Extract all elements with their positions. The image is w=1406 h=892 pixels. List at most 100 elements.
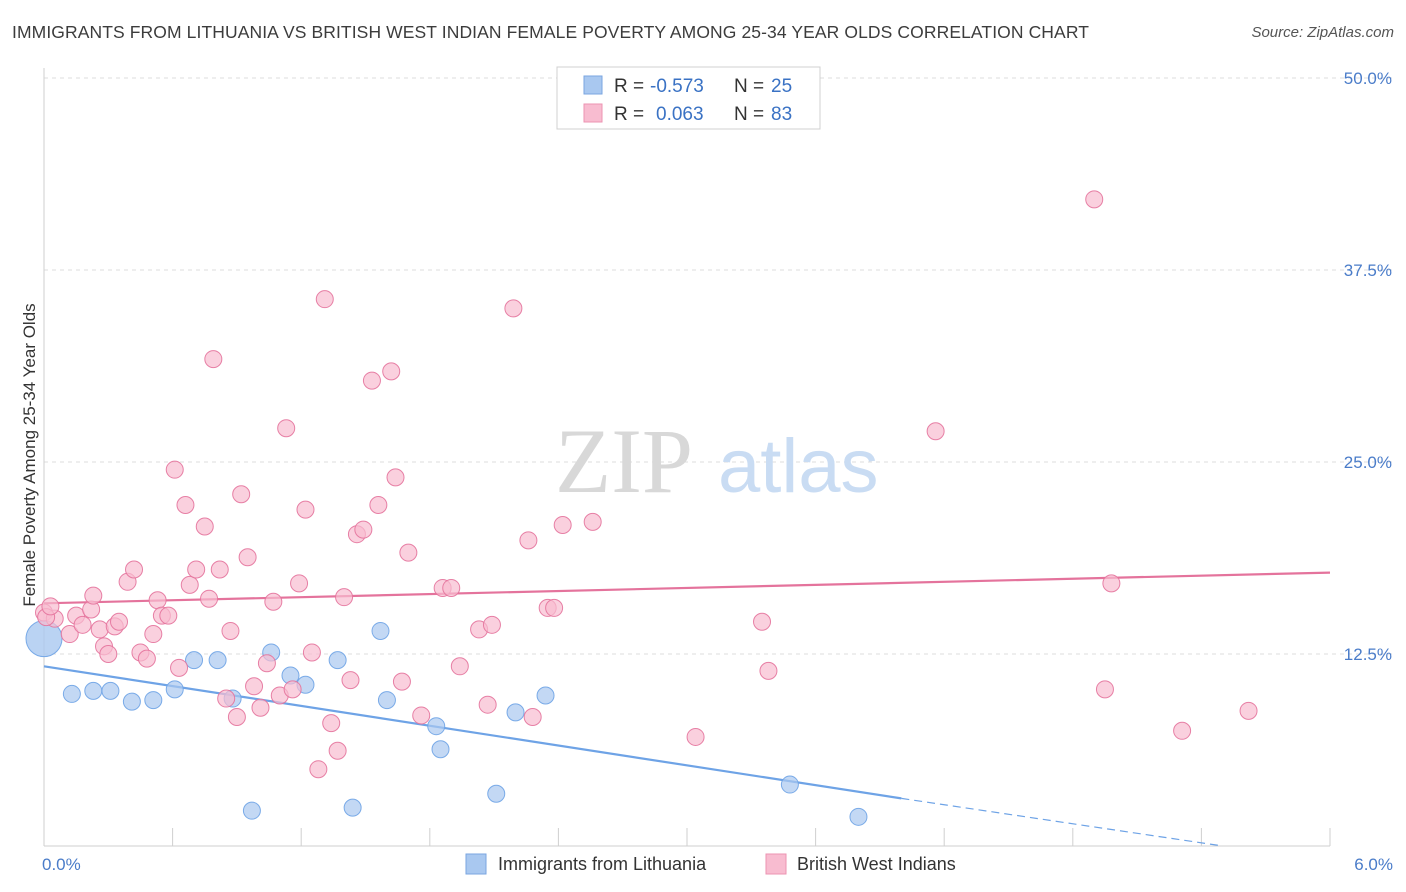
- point-lithuania-24: [849, 807, 868, 826]
- point-bwi-23: [180, 575, 199, 594]
- legend-n-label-2: N =: [734, 104, 764, 125]
- y-axis-label: Female Poverty Among 25-34 Year Olds: [20, 303, 39, 606]
- point-lithuania-18: [427, 717, 446, 736]
- point-bwi-72: [686, 727, 705, 746]
- point-lithuania-8: [208, 651, 227, 670]
- point-bwi-29: [217, 689, 236, 708]
- legend-r-value-2: 0.063: [656, 104, 704, 125]
- point-bwi-39: [277, 419, 296, 438]
- point-bwi-49: [341, 671, 360, 690]
- point-bwi-80: [1239, 701, 1258, 720]
- point-lithuania-5: [144, 691, 163, 710]
- point-bwi-34: [245, 677, 264, 696]
- trend-line-0: [43, 665, 902, 800]
- point-bwi-44: [309, 760, 328, 779]
- point-bwi-22: [176, 496, 195, 515]
- point-lithuania-10: [242, 801, 261, 820]
- point-bwi-20: [165, 460, 184, 479]
- point-bwi-4: [73, 615, 92, 634]
- point-bwi-57: [399, 543, 418, 562]
- point-lithuania-17: [377, 691, 396, 710]
- bottom-legend-label-lithuania: Immigrants from Lithuania: [498, 854, 707, 874]
- point-bwi-47: [328, 741, 347, 760]
- point-bwi-27: [204, 350, 223, 369]
- y-tick-label-1: 25.0%: [1344, 453, 1392, 472]
- point-bwi-15: [137, 649, 156, 668]
- point-bwi-64: [482, 615, 501, 634]
- point-bwi-41: [290, 574, 309, 593]
- legend-swatch-lithuania: [583, 75, 603, 95]
- watermark-zip: ZIP: [555, 410, 693, 512]
- point-bwi-19: [159, 606, 178, 625]
- point-bwi-45: [315, 290, 334, 309]
- point-lithuania-4: [122, 692, 141, 711]
- legend-n-value-2: 83: [771, 104, 792, 125]
- legend-r-label-1: R =: [614, 76, 644, 97]
- bottom-legend-label-bwi: British West Indians: [797, 854, 956, 874]
- point-bwi-30: [221, 621, 240, 640]
- data-points: [25, 190, 1258, 826]
- point-bwi-25: [195, 517, 214, 536]
- point-lithuania-15: [343, 798, 362, 817]
- point-bwi-48: [335, 588, 354, 607]
- y-tick-label-0: 12.5%: [1344, 645, 1392, 664]
- point-bwi-24: [187, 560, 206, 579]
- point-bwi-42: [296, 500, 315, 519]
- source-label: Source: ZipAtlas.com: [1251, 24, 1394, 41]
- point-bwi-40: [283, 680, 302, 699]
- point-bwi-46: [322, 714, 341, 733]
- point-lithuania-19: [431, 740, 450, 759]
- point-bwi-55: [386, 468, 405, 487]
- trend-line-1: [43, 571, 1331, 605]
- point-bwi-82: [41, 597, 60, 616]
- point-lithuania-1: [62, 684, 81, 703]
- x-tick-label-1: 6.0%: [1354, 855, 1393, 874]
- point-bwi-17: [148, 591, 167, 610]
- point-bwi-6: [84, 586, 103, 605]
- point-bwi-51: [354, 520, 373, 539]
- point-bwi-76: [1085, 190, 1104, 209]
- point-lithuania-7: [185, 651, 204, 670]
- legend-r-label-2: R =: [614, 104, 644, 125]
- point-bwi-16: [144, 625, 163, 644]
- point-bwi-69: [545, 598, 564, 617]
- point-bwi-60: [442, 578, 461, 597]
- point-bwi-26: [200, 589, 219, 608]
- point-bwi-65: [504, 299, 523, 318]
- point-bwi-71: [583, 512, 602, 531]
- point-bwi-36: [257, 654, 276, 673]
- y-tick-label-3: 50.0%: [1344, 69, 1392, 88]
- legend-box: R = -0.573 N = 25 R = 0.063 N = 83: [556, 66, 821, 130]
- point-bwi-21: [170, 658, 189, 677]
- point-bwi-9: [99, 645, 118, 663]
- legend-n-label-1: N =: [734, 76, 764, 97]
- legend-swatch-bwi: [583, 103, 603, 123]
- x-tick-label-0: 0.0%: [42, 855, 81, 874]
- point-bwi-56: [392, 672, 411, 691]
- point-bwi-58: [412, 706, 431, 725]
- point-lithuania-14: [328, 651, 347, 670]
- point-bwi-35: [251, 698, 270, 717]
- point-bwi-70: [553, 515, 572, 534]
- point-bwi-43: [302, 643, 321, 662]
- point-bwi-32: [232, 485, 251, 504]
- point-lithuania-22: [536, 686, 555, 705]
- bottom-legend-swatch-lithuania: [465, 853, 487, 875]
- point-lithuania-2: [84, 681, 103, 700]
- point-bwi-74: [759, 661, 778, 680]
- point-lithuania-21: [506, 703, 525, 722]
- bottom-legend-swatch-bwi: [765, 853, 787, 875]
- gridlines: [44, 77, 1392, 655]
- point-bwi-11: [110, 612, 129, 631]
- legend-n-value-1: 25: [771, 76, 792, 97]
- y-tick-labels: 12.5% 25.0% 37.5% 50.0%: [1344, 69, 1392, 664]
- point-bwi-63: [478, 695, 497, 714]
- point-lithuania-23: [780, 775, 799, 794]
- point-lithuania-16: [371, 621, 390, 640]
- point-bwi-77: [1095, 680, 1114, 699]
- point-bwi-67: [523, 707, 542, 726]
- legend-r-value-1: -0.573: [650, 76, 704, 97]
- trend-line-dashed-0: [901, 797, 1223, 847]
- point-bwi-66: [519, 531, 538, 550]
